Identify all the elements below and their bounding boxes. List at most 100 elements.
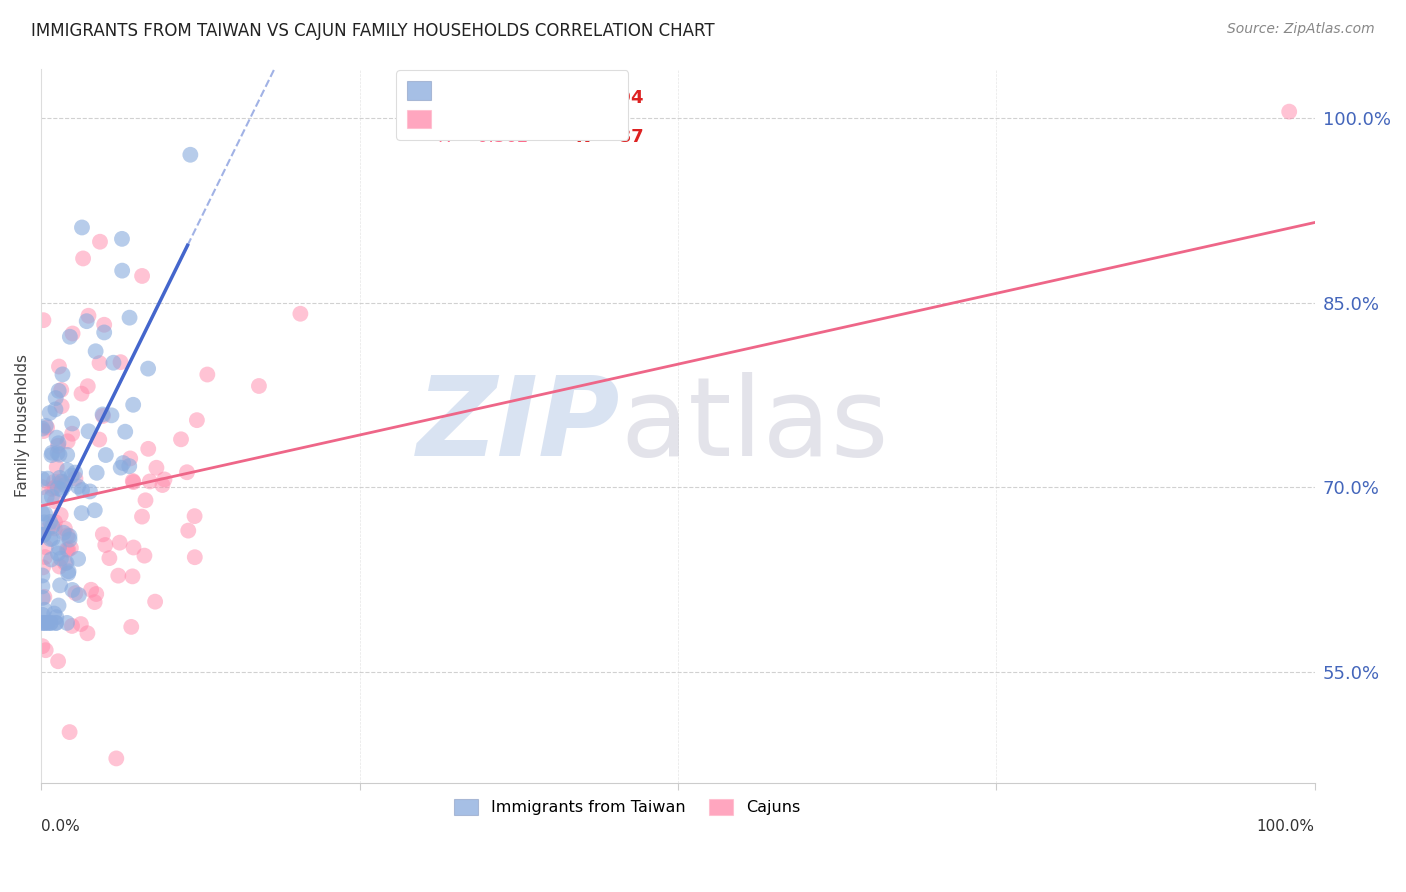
Point — [70, 617, 93, 632]
Point — [56, 542, 79, 557]
Point — [122, 398, 145, 412]
Point — [32, 560, 55, 574]
Point — [31, 615, 53, 630]
Point — [59, 330, 82, 344]
Point — [35, 418, 58, 433]
Point — [31, 421, 53, 435]
Point — [89, 356, 111, 370]
Point — [60, 619, 83, 633]
Point — [34, 550, 56, 565]
Point — [62, 326, 84, 341]
Point — [32, 313, 55, 327]
Point — [91, 408, 114, 422]
Point — [56, 615, 79, 630]
Point — [34, 603, 56, 617]
Point — [118, 459, 141, 474]
Point — [72, 252, 94, 266]
Point — [94, 538, 117, 552]
Point — [86, 466, 108, 480]
Point — [58, 725, 80, 739]
Text: 0.0%: 0.0% — [41, 819, 80, 834]
Point — [51, 475, 73, 489]
Point — [45, 610, 67, 624]
Point — [51, 399, 73, 413]
Point — [183, 509, 205, 524]
Point — [60, 417, 83, 431]
Point — [34, 516, 56, 530]
Point — [39, 615, 62, 630]
Point — [83, 595, 105, 609]
Point — [35, 643, 58, 657]
Point — [45, 391, 67, 405]
Point — [34, 540, 56, 554]
Point — [53, 478, 76, 492]
Point — [186, 413, 208, 427]
Point — [35, 420, 58, 434]
Point — [65, 586, 87, 600]
Point — [63, 466, 86, 480]
Point — [107, 568, 129, 582]
Point — [67, 479, 90, 493]
Point — [67, 552, 90, 566]
Point — [184, 550, 207, 565]
Point — [122, 475, 145, 489]
Point — [170, 432, 193, 446]
Point — [120, 451, 142, 466]
Text: Source: ZipAtlas.com: Source: ZipAtlas.com — [1227, 22, 1375, 37]
Point — [145, 460, 167, 475]
Point — [44, 521, 66, 535]
Point — [41, 532, 63, 546]
Text: 100.0%: 100.0% — [1257, 819, 1315, 834]
Point — [134, 493, 156, 508]
Point — [94, 448, 117, 462]
Point — [31, 507, 53, 521]
Text: ZIP: ZIP — [418, 372, 620, 479]
Point — [49, 508, 72, 522]
Point — [76, 314, 98, 328]
Point — [93, 326, 115, 340]
Point — [91, 409, 114, 423]
Point — [45, 615, 67, 630]
Point — [46, 439, 69, 453]
Point — [70, 386, 93, 401]
Point — [34, 507, 56, 521]
Point — [98, 551, 121, 566]
Point — [179, 147, 201, 161]
Point — [51, 483, 73, 497]
Point — [49, 551, 72, 566]
Point — [44, 402, 66, 417]
Point — [76, 379, 98, 393]
Point — [83, 503, 105, 517]
Point — [121, 569, 143, 583]
Point — [143, 595, 166, 609]
Point — [41, 482, 63, 496]
Point — [48, 384, 70, 398]
Point — [177, 524, 200, 538]
Point — [39, 552, 62, 566]
Point — [131, 509, 153, 524]
Point — [65, 471, 87, 485]
Point — [60, 582, 83, 597]
Point — [55, 556, 77, 570]
Point — [35, 615, 58, 630]
Point — [122, 541, 145, 555]
Point — [48, 471, 70, 485]
Point — [110, 460, 132, 475]
Point — [84, 587, 107, 601]
Point — [89, 433, 111, 447]
Point — [77, 309, 100, 323]
Point — [89, 235, 111, 249]
Point — [41, 490, 63, 504]
Y-axis label: Family Households: Family Households — [15, 354, 30, 497]
Point — [60, 426, 83, 441]
Point — [290, 307, 312, 321]
Point — [58, 533, 80, 547]
Point — [56, 434, 79, 449]
Point — [84, 344, 107, 359]
Point — [120, 620, 142, 634]
Text: R = 0.557: R = 0.557 — [439, 89, 529, 107]
Point — [48, 436, 70, 450]
Point — [45, 615, 67, 630]
Point — [38, 406, 60, 420]
Point — [110, 355, 132, 369]
